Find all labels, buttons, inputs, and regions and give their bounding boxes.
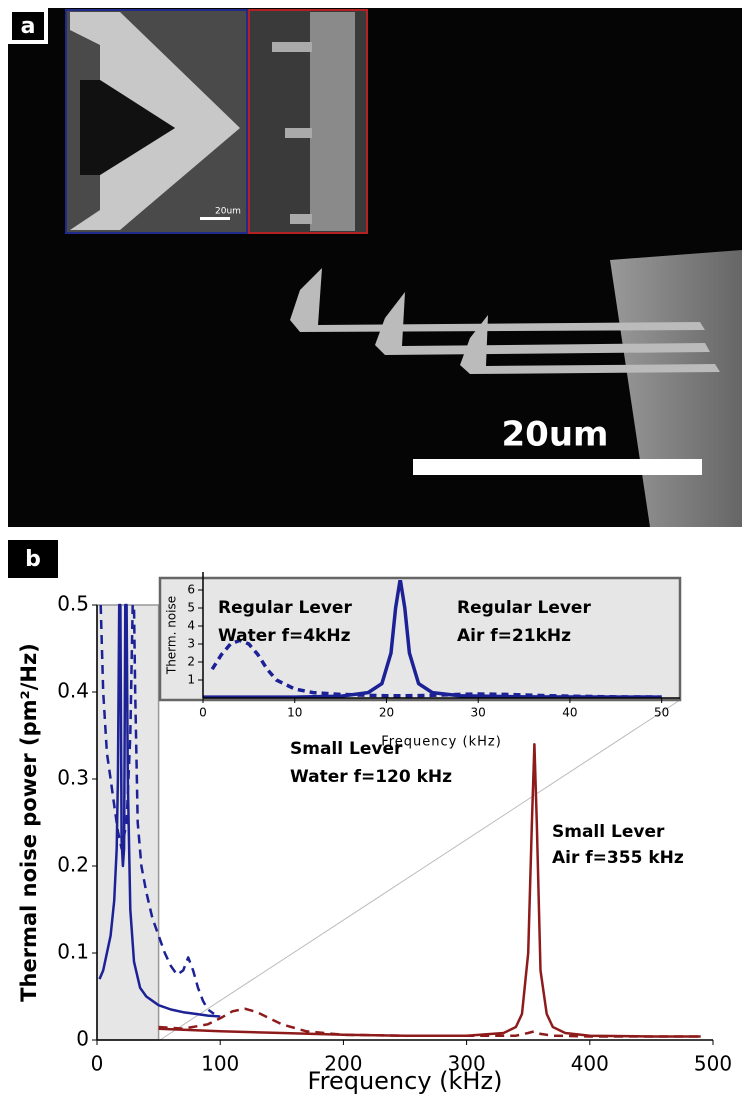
x-tick-label: 0 [199, 706, 207, 720]
series-line [203, 580, 662, 698]
y-tick-label: 0 [76, 1027, 89, 1051]
x-tick-label: 50 [654, 706, 669, 720]
x-tick-label: 500 [694, 1052, 732, 1076]
x-tick-label: 30 [471, 706, 486, 720]
y-tick-label: 2 [187, 655, 195, 669]
series-line [158, 1007, 701, 1038]
x-axis-label: Frequency (kHz) [308, 1067, 503, 1095]
annotation: Air f=355 kHz [552, 848, 684, 868]
series-line [99, 603, 215, 1015]
y-tick-label: 1 [187, 673, 195, 687]
annotation: Small Lever [290, 739, 403, 759]
y-tick-label: 3 [187, 637, 195, 651]
y-tick-label: 0.3 [57, 766, 89, 790]
y-tick-label: 0.2 [57, 853, 89, 877]
x-tick-label: 300 [448, 1052, 486, 1076]
y-tick-label: 0.4 [57, 679, 89, 703]
y-tick-label: 5 [187, 601, 195, 615]
scale-bar-text: 20um [502, 415, 609, 455]
x-axis-label: Frequency (kHz) [381, 735, 502, 750]
y-tick-label: 0.5 [57, 592, 89, 616]
micrograph [8, 8, 742, 527]
series-line [98, 603, 221, 1018]
annotation: Small Lever [552, 822, 665, 842]
panel-label-box [12, 12, 44, 40]
x-tick-label: 400 [571, 1052, 609, 1076]
x-tick-label: 40 [562, 706, 577, 720]
annotation: Water f=120 kHz [290, 767, 452, 787]
plot-area [203, 580, 662, 698]
x-tick-label: 20 [379, 706, 394, 720]
x-tick-label: 200 [324, 1052, 362, 1076]
inset-scale-text: 20um [215, 207, 241, 217]
x-tick-label: 0 [91, 1052, 104, 1076]
y-tick-label: 6 [187, 583, 195, 597]
annotation: Regular Lever [457, 598, 591, 618]
y-tick-label: 4 [187, 619, 195, 633]
series-line [158, 742, 701, 1038]
annotation: Regular Lever [218, 598, 352, 618]
annotation: Water f=4kHz [218, 626, 351, 646]
panel-label: b [25, 547, 41, 572]
x-tick-label: 10 [287, 706, 302, 720]
annotation: Air f=21kHz [457, 626, 571, 646]
y-tick-label: 0.1 [57, 940, 89, 964]
plot-area [98, 603, 701, 1038]
x-tick-label: 100 [201, 1052, 239, 1076]
zoom-connector [159, 699, 681, 1041]
panel-label-box [8, 540, 58, 578]
y-axis-label: Thermal noise power (pm²/Hz) [17, 643, 41, 1002]
panel-label: a [21, 14, 36, 39]
inset-frame [158, 576, 682, 702]
series-line [210, 638, 662, 698]
y-axis-label: Therm. noise [165, 596, 179, 675]
